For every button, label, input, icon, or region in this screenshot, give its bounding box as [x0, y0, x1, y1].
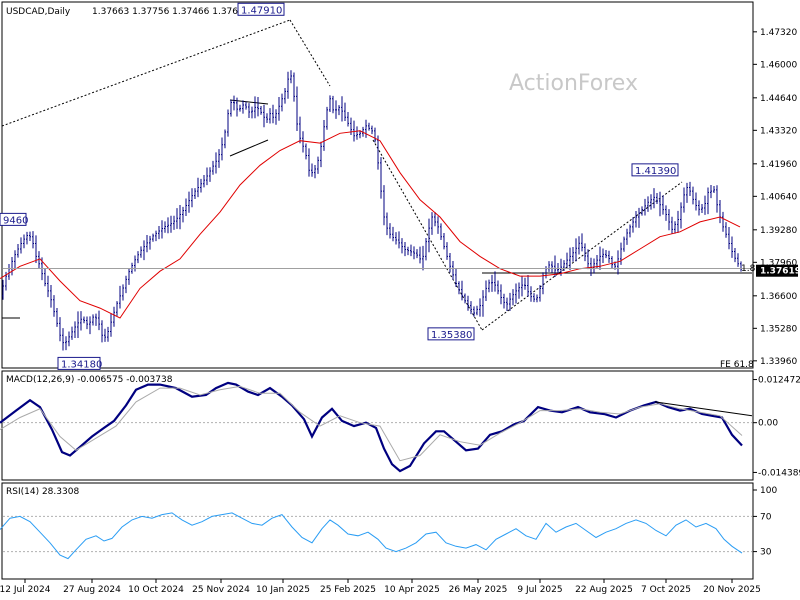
- price-tick-label: 1.37960: [760, 258, 797, 268]
- date-tick-label: 7 Oct 2025: [641, 585, 691, 595]
- triangle-top: [229, 99, 269, 105]
- price-tick-label: 1.36600: [760, 292, 797, 302]
- macd-line: [0, 381, 743, 473]
- macd-panel: 0.012472 0.00 -0.014389: [0, 376, 800, 478]
- ohlc-header: 1.37663 1.37756 1.37466 1.37619: [92, 7, 250, 17]
- price-tick-label: 1.33960: [760, 357, 797, 367]
- date-tick-label: 10 Oct 2024: [128, 585, 184, 595]
- annotation-label: 1.41390: [635, 166, 676, 177]
- price-tick-label: 1.46000: [760, 60, 797, 70]
- date-tick-label: 9 Jul 2025: [517, 585, 562, 595]
- price-tick-label: 1.39280: [760, 226, 797, 236]
- moving-average-line: [0, 130, 741, 319]
- macd-tick-label: 0.012472: [758, 376, 800, 386]
- macd-title: MACD(12,26,9) -0.006575 -0.003738: [6, 375, 173, 385]
- main-drawings: [1, 19, 752, 331]
- rsi-tick-label: 30: [760, 548, 772, 558]
- annotation-box: [0, 212, 27, 226]
- price-tick-label: 1.44640: [760, 94, 797, 104]
- annotation-label: 9460: [3, 215, 28, 226]
- date-tick-label: 12 Jul 2024: [0, 585, 51, 595]
- date-tick-label: 10 Jan 2025: [256, 585, 310, 595]
- price-tick-label: 1.35280: [760, 324, 797, 334]
- current-price-box: [756, 264, 798, 277]
- date-axis: 12 Jul 2024 27 Aug 2024 10 Oct 2024 25 Nov …: [0, 579, 761, 595]
- moving-average: [0, 130, 752, 319]
- current-price-label: 1.37619: [760, 267, 800, 277]
- price-tick-label: 1.43320: [760, 126, 797, 136]
- macd-tick-label: -0.014389: [758, 468, 800, 478]
- date-tick-label: 27 Aug 2024: [63, 585, 121, 595]
- price-annotations: 1.47910 1.41390 1.35380 1.34180 9460: [0, 2, 679, 370]
- date-tick-label: 20 Nov 2025: [703, 585, 761, 595]
- rsi-panel-frame: [1, 482, 754, 580]
- date-tick-label: 25 Nov 2024: [192, 585, 250, 595]
- annotation-box: [631, 163, 679, 177]
- annotation-box: [57, 356, 101, 370]
- annotation-label: 1.35380: [431, 330, 472, 341]
- fibo-label-fe618: FE 61.8: [720, 360, 754, 370]
- rsi-panel: 100 70 30: [0, 486, 777, 560]
- fibo-leg-2: [372, 139, 483, 331]
- main-panel-frame: [1, 1, 754, 369]
- macd-signal-line: [0, 385, 743, 462]
- main-title: USDCAD,Daily: [6, 7, 71, 17]
- annotation-box: [427, 327, 475, 341]
- annotation-label: 1.34180: [61, 359, 102, 370]
- price-tick-label: 1.47320: [760, 28, 797, 38]
- price-tick-label: 1.40640: [760, 192, 797, 202]
- macd-tick-label: 0.00: [758, 419, 778, 429]
- fibo-label-18: 1.8: [741, 264, 756, 274]
- fibo-leg-1: [289, 19, 331, 87]
- date-tick-label: 10 Apr 2025: [384, 585, 440, 595]
- macd-trendline: [654, 401, 753, 417]
- rsi-line: [0, 512, 743, 560]
- date-tick-label: 25 Feb 2025: [320, 585, 376, 595]
- watermark: ActionForex: [509, 71, 638, 96]
- rsi-tick-label: 70: [760, 512, 772, 522]
- rsi-title: RSI(14) 28.3308: [6, 487, 79, 497]
- date-tick-label: 26 May 2025: [449, 585, 508, 595]
- rsi-tick-label: 100: [760, 486, 777, 496]
- date-tick-label: 22 Aug 2025: [575, 585, 633, 595]
- fibo-leg-3: [481, 181, 683, 331]
- annotation-box: [237, 2, 285, 16]
- price-axis: 1.47320 1.46000 1.44640 1.43320 1.41960 1.406…: [753, 28, 800, 367]
- price-tick-label: 1.41960: [760, 160, 797, 170]
- annotation-label: 1.47910: [241, 5, 282, 16]
- trendline-dotted: [1, 19, 291, 127]
- triangle-bottom: [229, 139, 269, 157]
- price-bars: [2, 70, 742, 351]
